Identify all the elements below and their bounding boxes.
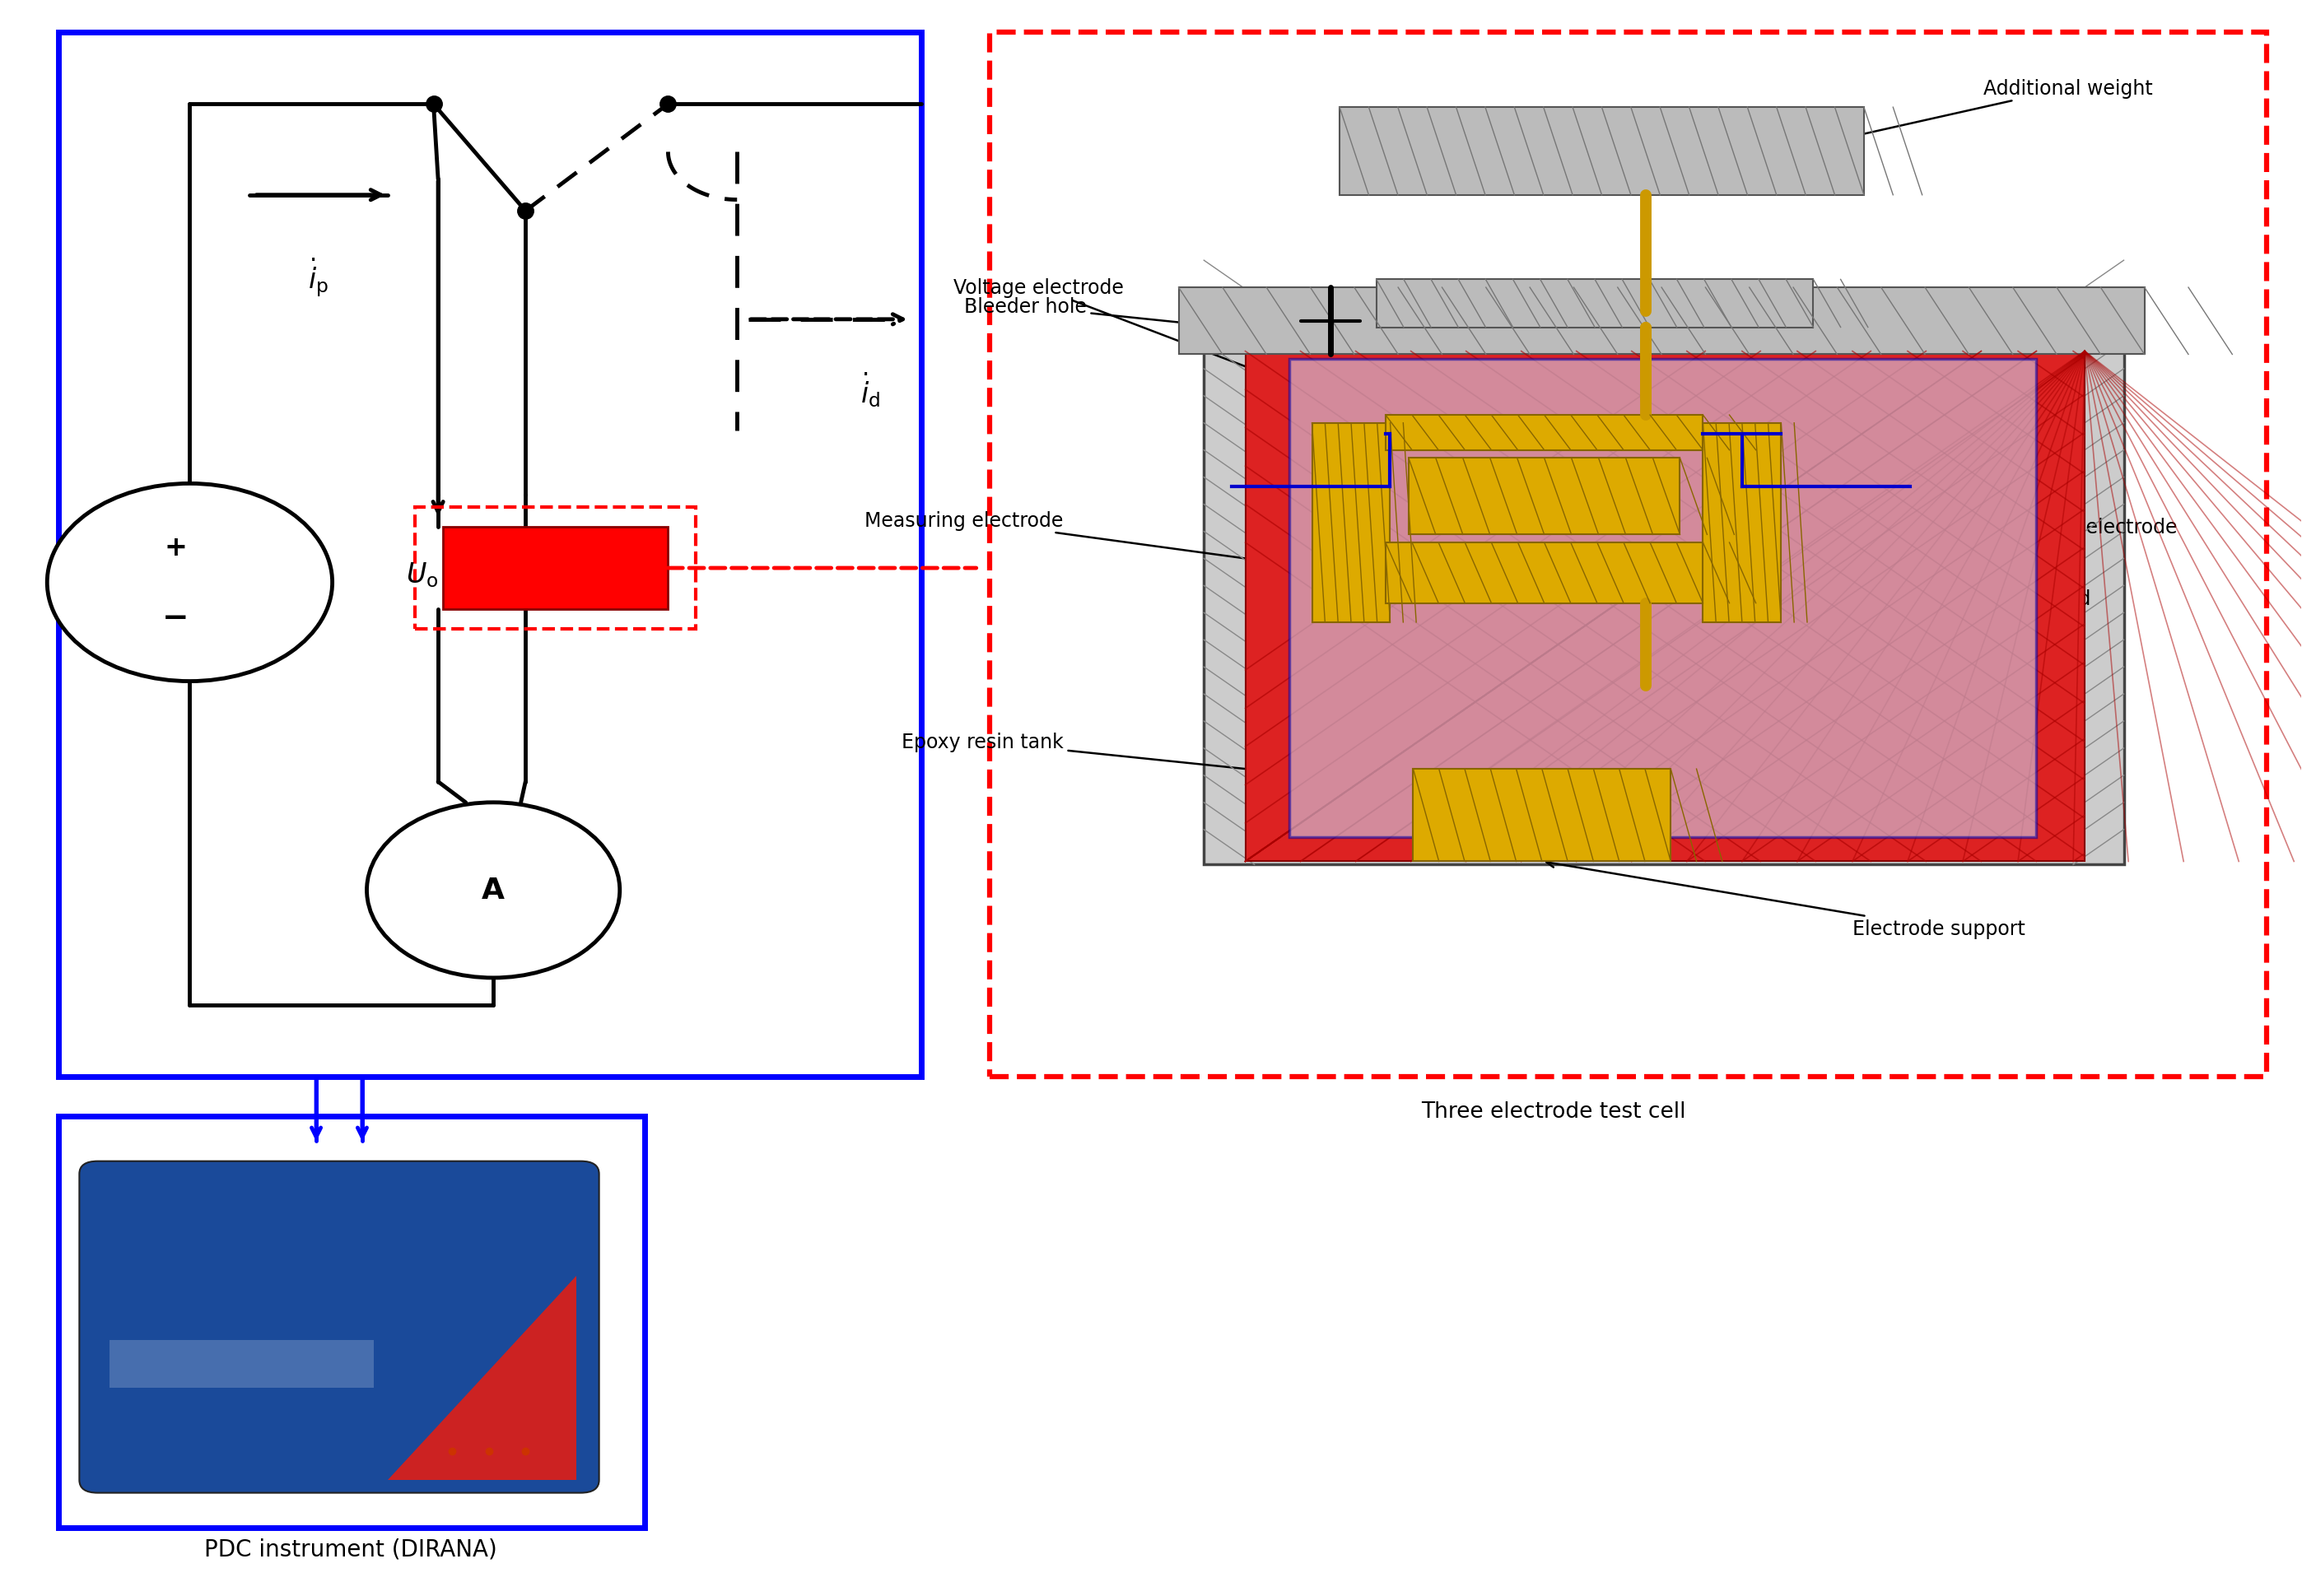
Text: $U_{\mathrm{o}}$: $U_{\mathrm{o}}$ — [405, 560, 437, 589]
Bar — [58, 1117, 645, 1527]
Text: PDC instrument (DIRANA): PDC instrument (DIRANA) — [205, 1537, 497, 1561]
Bar — [1179, 287, 2145, 354]
Bar — [1377, 279, 1814, 327]
Text: Voltage electrode: Voltage electrode — [953, 278, 1418, 434]
Text: Electrode support: Electrode support — [1547, 860, 2026, 938]
Bar — [58, 34, 921, 1077]
Bar — [108, 1341, 373, 1387]
Bar — [1409, 458, 1680, 535]
Bar — [1386, 415, 1703, 450]
Text: Epoxy resin tank: Epoxy resin tank — [902, 733, 1365, 785]
Bar — [414, 508, 695, 629]
Text: Pressboard: Pressboard — [1708, 508, 2090, 608]
Polygon shape — [387, 1277, 576, 1479]
Text: −: − — [163, 602, 189, 634]
Bar — [1204, 322, 2125, 865]
Text: A: A — [481, 876, 504, 905]
Bar — [1245, 351, 2086, 862]
Bar — [1289, 359, 2037, 838]
Text: $\dot{i}_{\mathrm{p}}$: $\dot{i}_{\mathrm{p}}$ — [308, 255, 329, 298]
Text: Guard electrode: Guard electrode — [1786, 517, 2178, 536]
Bar — [1312, 423, 1390, 622]
Bar — [1386, 543, 1703, 603]
Bar — [1340, 109, 1865, 196]
Bar — [1703, 423, 1782, 622]
Circle shape — [366, 803, 619, 978]
Bar — [1413, 769, 1671, 862]
Text: Three electrode test cell: Three electrode test cell — [1420, 1101, 1685, 1122]
Text: Measuring electrode: Measuring electrode — [866, 511, 1381, 581]
Text: $\dot{i}_{\mathrm{d}}$: $\dot{i}_{\mathrm{d}}$ — [861, 370, 879, 409]
FancyBboxPatch shape — [78, 1162, 599, 1492]
Text: Bleeder hole: Bleeder hole — [965, 297, 1331, 342]
Text: Additional weight: Additional weight — [1697, 78, 2152, 174]
Circle shape — [46, 484, 331, 681]
Text: +: + — [163, 535, 186, 562]
Bar — [442, 527, 668, 610]
Bar — [990, 34, 2267, 1077]
